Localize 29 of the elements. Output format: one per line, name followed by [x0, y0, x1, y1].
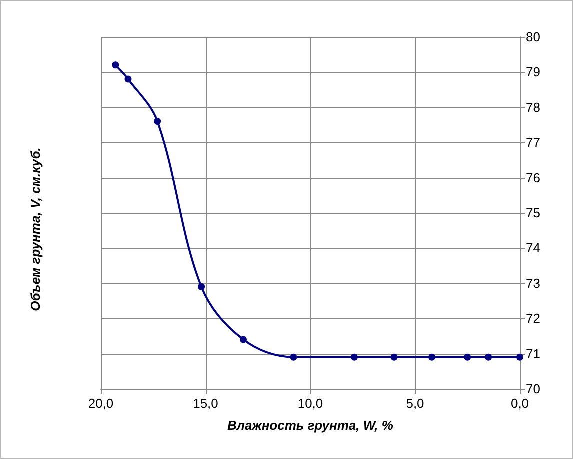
y-tick-label: 77	[526, 135, 540, 150]
point	[240, 336, 247, 344]
x-tick-label: 5,0	[406, 396, 424, 411]
x-axis-title: Влажность грунта, W, %	[228, 418, 394, 433]
y-tick-label: 76	[526, 170, 540, 186]
y-tick-label: 72	[526, 311, 540, 326]
y-tick-label: 80	[526, 30, 540, 44]
y-tick-label: 73	[526, 276, 540, 291]
y-tick-label: 74	[526, 240, 540, 256]
point	[290, 354, 298, 361]
point	[390, 354, 398, 361]
y-tick-label: 75	[526, 206, 540, 220]
point	[485, 354, 492, 361]
point	[351, 354, 358, 361]
x-tick-label: 15,0	[193, 396, 218, 411]
x-tick-label: 20,0	[88, 396, 114, 411]
point	[154, 118, 162, 125]
y-tick-label: 71	[526, 346, 540, 362]
y-axis-title: Объем грунта, V, см.куб.	[28, 148, 43, 312]
y-tick-label: 70	[526, 382, 540, 396]
x-tick-label: 10,0	[298, 396, 324, 411]
point	[428, 354, 436, 361]
x-tick-label: 0,0	[510, 396, 530, 411]
point	[124, 76, 132, 83]
point	[464, 354, 472, 361]
y-tick-label: 78	[526, 100, 540, 115]
y-tick-label: 79	[526, 64, 540, 80]
point	[198, 283, 206, 290]
point	[112, 62, 120, 69]
